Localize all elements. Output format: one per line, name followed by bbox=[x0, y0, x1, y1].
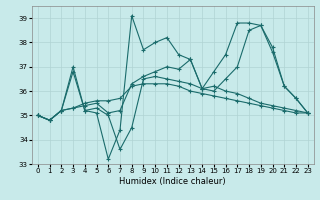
X-axis label: Humidex (Indice chaleur): Humidex (Indice chaleur) bbox=[119, 177, 226, 186]
